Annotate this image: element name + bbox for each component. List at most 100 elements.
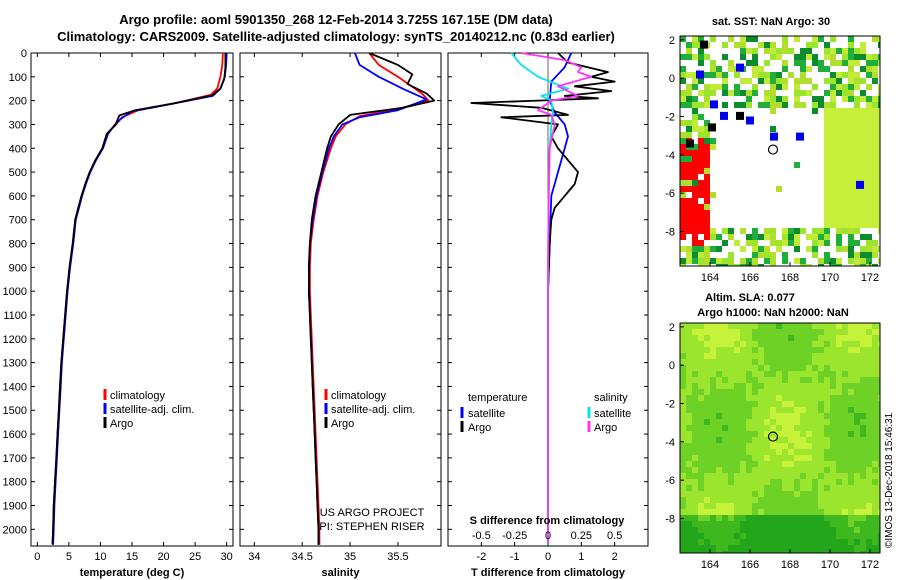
- sst-cell: [860, 192, 866, 198]
- salinity-diff-tick-label: 0.5: [607, 530, 622, 542]
- sla-cell: [788, 323, 794, 329]
- sla-cell: [692, 419, 698, 425]
- sst-cell: [680, 192, 686, 198]
- sla-cell: [752, 371, 758, 377]
- sst-cell: [692, 186, 698, 192]
- sla-cell: [872, 377, 878, 383]
- sst-cell: [812, 84, 818, 90]
- sst-cell: [836, 264, 842, 266]
- sla-cell: [818, 395, 824, 401]
- sla-cell: [872, 425, 878, 431]
- sla-cell: [788, 425, 794, 431]
- sla-cell: [866, 527, 872, 533]
- sla-cell: [842, 341, 848, 347]
- sla-cell: [872, 401, 878, 407]
- sst-cell: [752, 84, 758, 90]
- sla-cell: [878, 359, 880, 365]
- sla-cell: [764, 413, 770, 419]
- sla-cell: [758, 527, 764, 533]
- y-tick-label: 700: [9, 215, 27, 227]
- sla-cell: [692, 497, 698, 503]
- sst-cell: [866, 126, 872, 132]
- sst-cell: [836, 60, 842, 66]
- sla-cell: [848, 395, 854, 401]
- sst-cell: [692, 210, 698, 216]
- sst-cell: [842, 180, 848, 186]
- sst-blue-cell: [746, 116, 754, 125]
- sla-cell: [692, 437, 698, 443]
- sst-cell: [860, 90, 866, 96]
- sla-cell: [842, 551, 848, 553]
- sla-cell: [764, 515, 770, 521]
- sst-cell: [860, 54, 866, 60]
- sst-cell: [698, 144, 704, 150]
- sla-cell: [848, 479, 854, 485]
- sla-cell: [842, 449, 848, 455]
- sst-cell: [878, 228, 880, 234]
- sla-cell: [698, 323, 704, 329]
- sst-cell: [770, 258, 776, 264]
- sla-cell: [740, 491, 746, 497]
- sst-cell: [704, 162, 710, 168]
- sst-cell: [680, 72, 686, 78]
- sla-cell: [800, 497, 806, 503]
- sst-cell: [722, 258, 728, 264]
- sla-cell: [746, 539, 752, 545]
- sla-cell: [752, 377, 758, 383]
- sst-blue-cell: [720, 111, 728, 120]
- sst-cell: [836, 90, 842, 96]
- sla-cell: [758, 497, 764, 503]
- sla-cell: [878, 407, 880, 413]
- sst-cell: [770, 42, 776, 48]
- map-y-tick-label: -4: [665, 150, 675, 162]
- sla-cell: [842, 455, 848, 461]
- sla-cell: [722, 389, 728, 395]
- sst-cell: [836, 78, 842, 84]
- sla-cell: [758, 359, 764, 365]
- sla-cell: [752, 347, 758, 353]
- sst-cell: [692, 156, 698, 162]
- y-tick-label: 300: [9, 119, 27, 131]
- sla-cell: [692, 503, 698, 509]
- sla-cell: [752, 491, 758, 497]
- sst-cell: [872, 168, 878, 174]
- salinity-line-satellite-adj-clim-: [307, 52, 428, 545]
- sla-cell: [848, 359, 854, 365]
- sst-cell: [740, 228, 746, 234]
- sla-cell: [734, 347, 740, 353]
- sla-cell: [806, 383, 812, 389]
- sla-cell: [824, 473, 830, 479]
- sst-cell: [758, 252, 764, 258]
- sst-cell: [692, 78, 698, 84]
- sst-cell: [818, 234, 824, 240]
- sla-cell: [734, 371, 740, 377]
- sst-cell: [788, 72, 794, 78]
- sla-cell: [692, 407, 698, 413]
- sst-cell: [776, 246, 782, 252]
- sla-cell: [866, 341, 872, 347]
- sla-cell: [812, 503, 818, 509]
- sla-cell: [764, 473, 770, 479]
- sla-cell: [824, 551, 830, 553]
- sla-cell: [746, 449, 752, 455]
- sla-cell: [764, 425, 770, 431]
- sla-cell: [764, 437, 770, 443]
- sst-cell: [704, 258, 710, 264]
- legend-label: satellite-adj. clim.: [110, 404, 194, 416]
- sla-cell: [806, 341, 812, 347]
- sst-cell: [854, 216, 860, 222]
- sla-cell: [698, 425, 704, 431]
- sst-cell: [872, 96, 878, 102]
- sla-cell: [710, 365, 716, 371]
- sst-cell: [818, 264, 824, 266]
- sla-cell: [746, 473, 752, 479]
- sla-cell: [752, 521, 758, 527]
- sla-cell: [698, 497, 704, 503]
- map-x-tick-label: 172: [861, 559, 879, 571]
- sla-cell: [860, 419, 866, 425]
- sst-cell: [746, 102, 752, 108]
- sla-cell: [728, 323, 734, 329]
- sst-cell: [740, 54, 746, 60]
- sst-cell: [692, 228, 698, 234]
- sst-cell: [836, 258, 842, 264]
